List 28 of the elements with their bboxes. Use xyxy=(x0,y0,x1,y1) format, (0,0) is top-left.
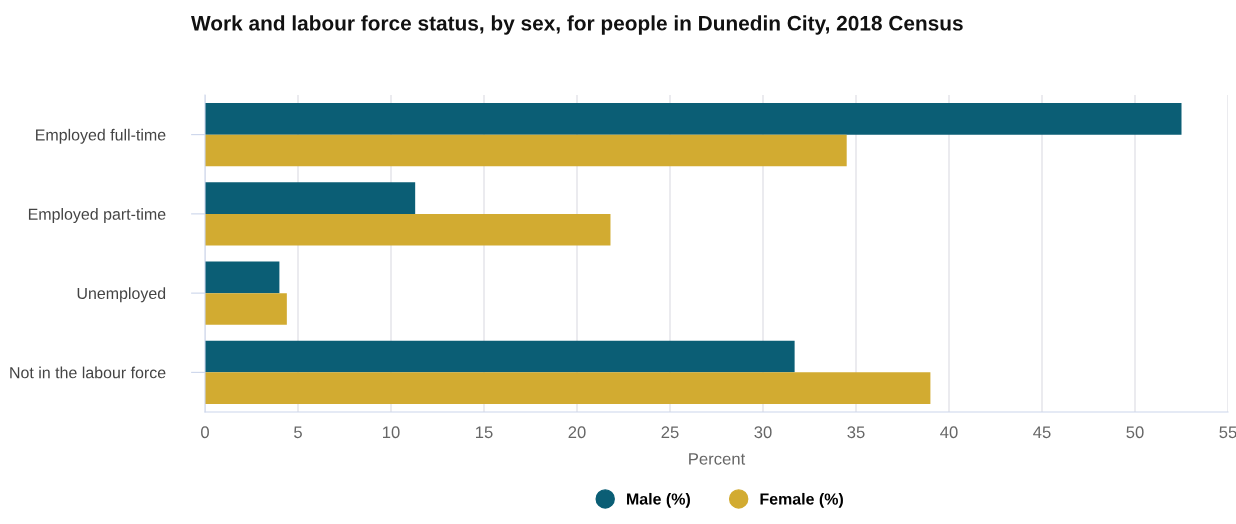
x-axis-title: Percent xyxy=(689,453,746,465)
x-tick-label: 25 xyxy=(661,426,679,439)
x-tick-label: 10 xyxy=(383,426,400,439)
x-tick-label: 50 xyxy=(1126,426,1144,439)
x-tick-label: 30 xyxy=(754,426,772,439)
bar xyxy=(205,340,795,373)
bar xyxy=(205,261,280,294)
y-tick-label: Unemployed xyxy=(77,287,166,303)
bar xyxy=(205,213,611,246)
x-tick-label: 20 xyxy=(568,426,586,439)
y-tick-label: Employed part-time xyxy=(28,208,166,223)
bar xyxy=(205,134,847,167)
x-tick-label: 55 xyxy=(1219,426,1236,439)
bar xyxy=(205,102,1182,135)
y-tick-label: Employed full-time xyxy=(36,128,166,144)
legend-label: Female (%) xyxy=(760,492,843,508)
x-tick-label: 35 xyxy=(847,426,865,439)
legend-label: Male (%) xyxy=(627,492,690,508)
x-tick-label: 5 xyxy=(294,426,302,439)
x-tick-label: 0 xyxy=(201,426,209,439)
chart-title: Work and labour force status, by sex, for people in Dunedin City, 2018 Census xyxy=(191,15,963,35)
y-tick-label: Not in the labour force xyxy=(10,366,166,379)
x-tick-label: 40 xyxy=(940,426,958,439)
bar xyxy=(205,293,287,325)
x-tick-label: 45 xyxy=(1033,426,1051,439)
x-tick-label: 15 xyxy=(476,426,493,439)
bar xyxy=(205,372,931,405)
bar xyxy=(205,182,416,214)
